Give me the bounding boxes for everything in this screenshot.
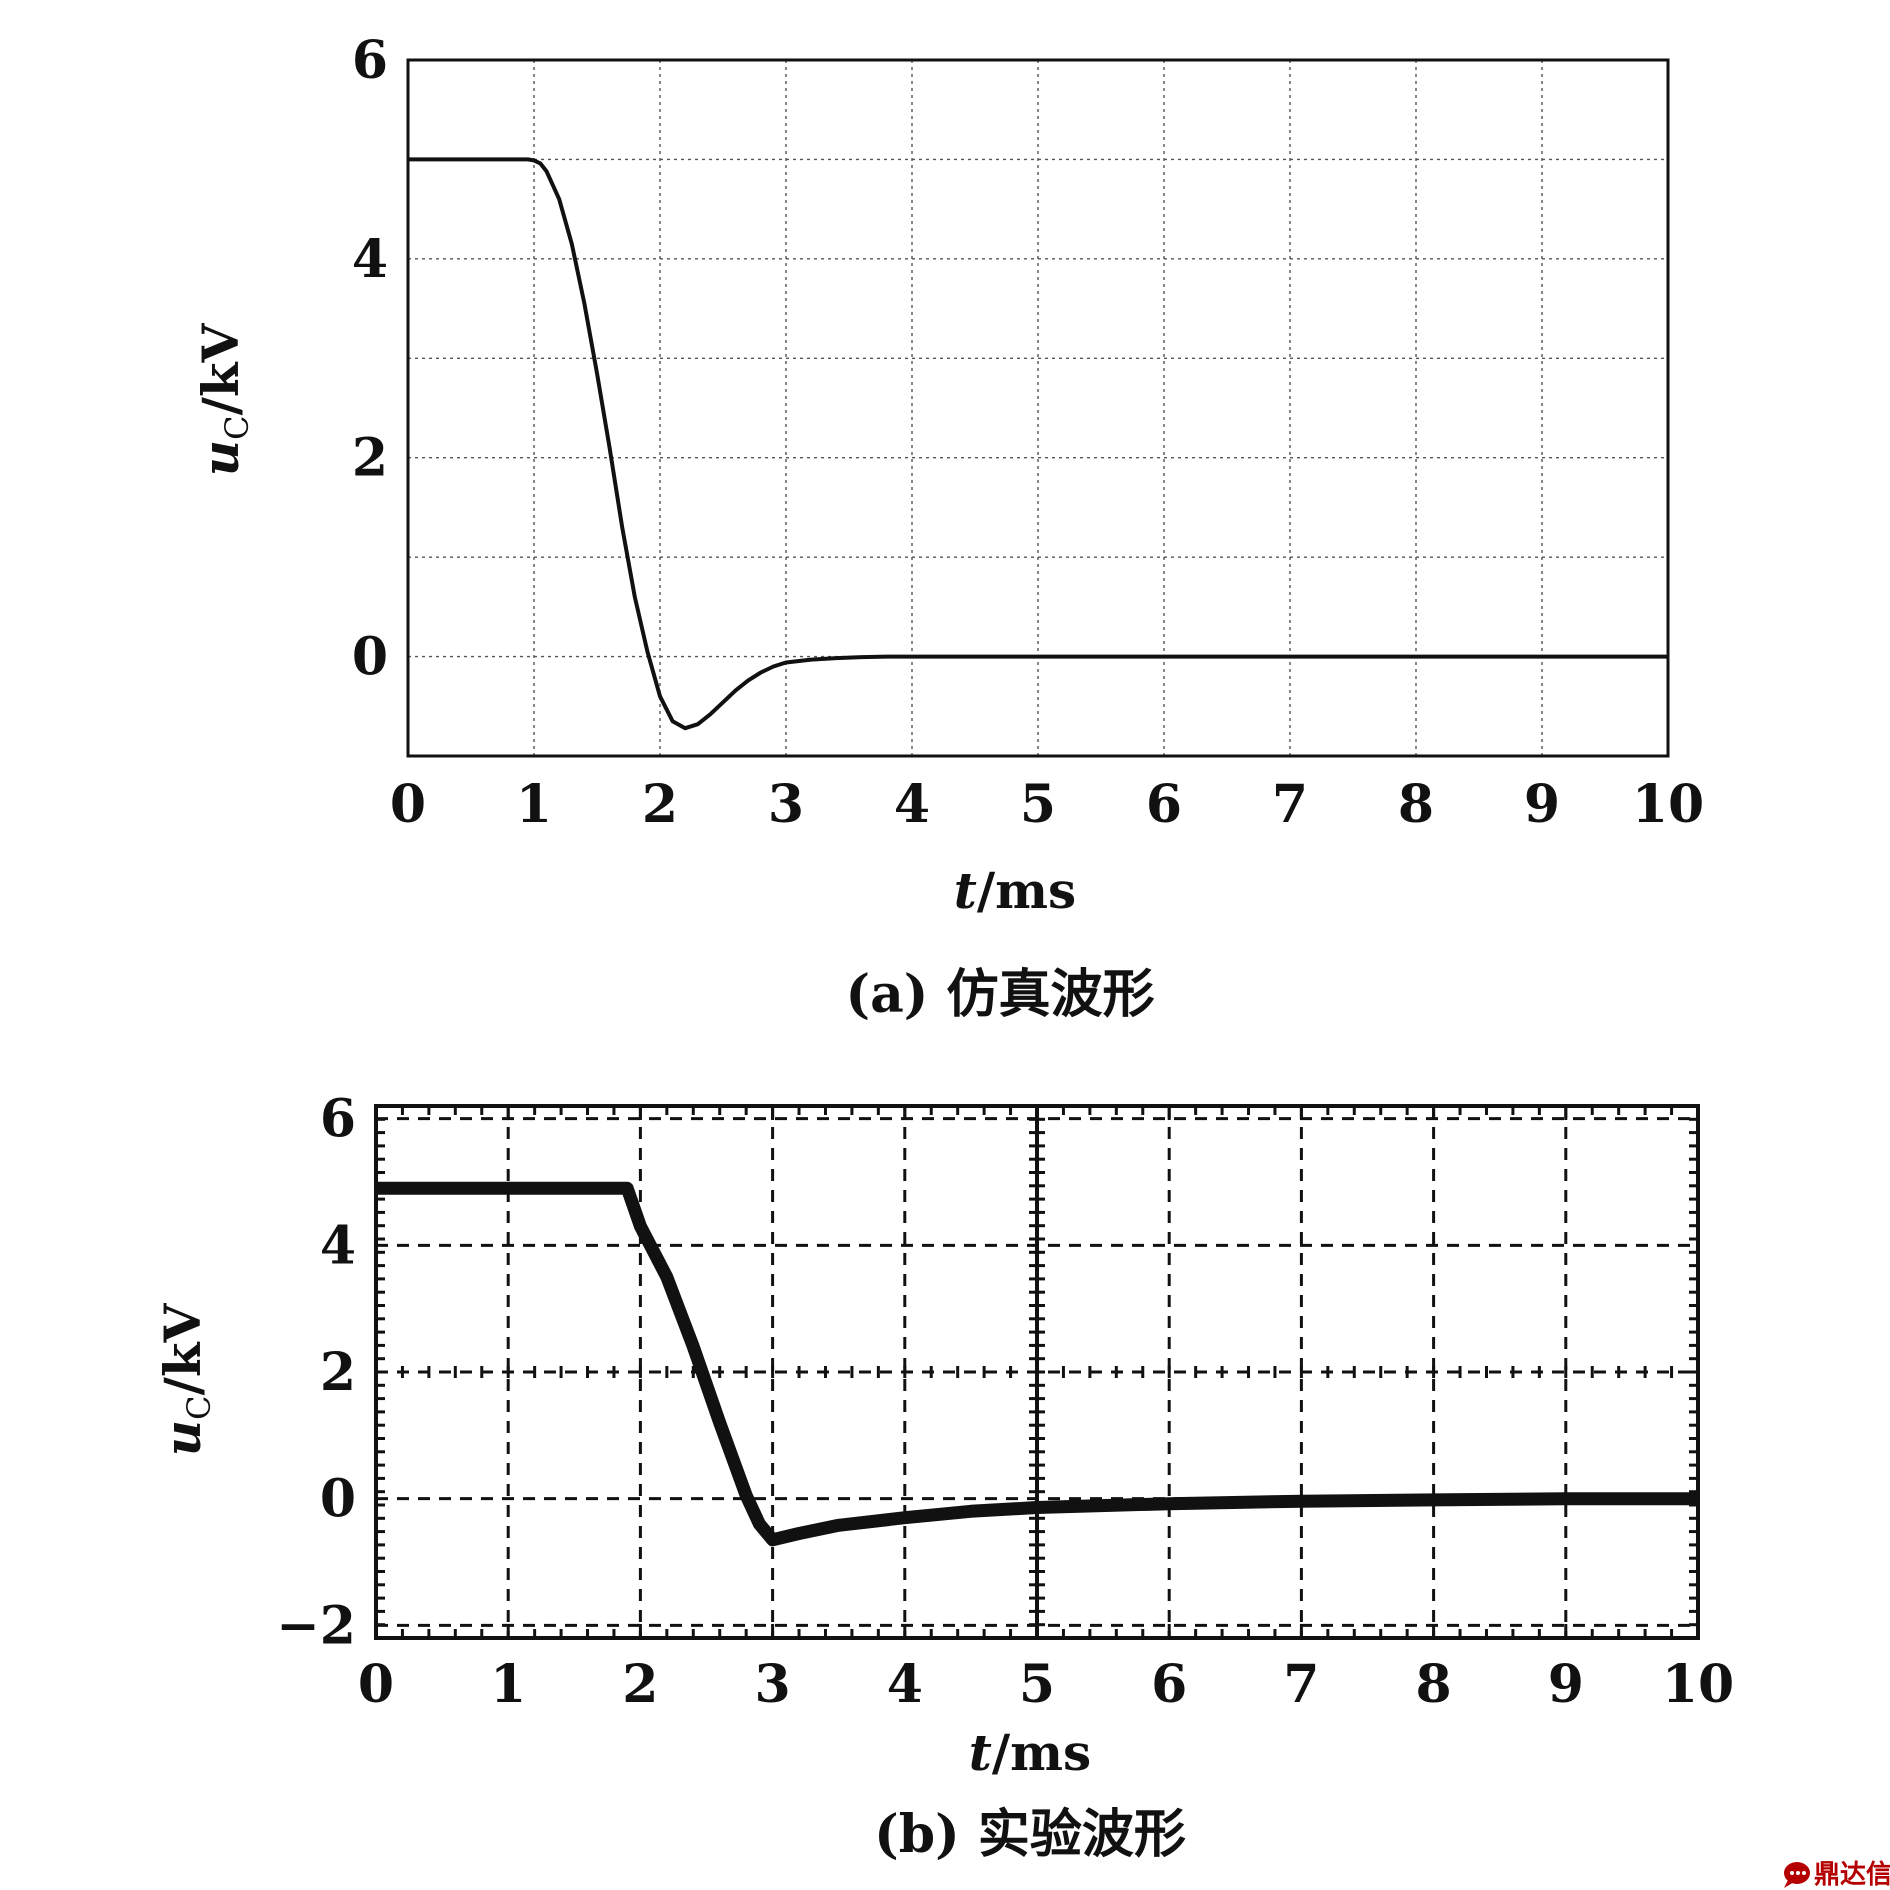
chart-b-x-tick-label-3: 3 xyxy=(755,1654,791,1715)
chart-a-y-axis-title: uC/kV xyxy=(191,323,256,477)
chart-a-x-axis-title: t/ms xyxy=(954,861,1076,920)
chart-b-xlabel-var: t xyxy=(969,1723,992,1782)
chart-a-x-tick-label-1: 1 xyxy=(516,774,552,835)
chart-a-ylabel-var: u xyxy=(191,440,250,476)
speech-bubble-logo-icon xyxy=(1784,1862,1810,1888)
chart-a-ylabel-sub: C xyxy=(218,415,256,439)
chart-b-ylabel-var: u xyxy=(153,1420,212,1456)
chart-b-y-tick-label-0: −2 xyxy=(276,1595,356,1656)
chart-a-simulation: 0 1 2 3 4 5 6 7 8 9 10 0 2 4 6 uC/kV t/ms (a) 仿真波形 xyxy=(191,30,1704,1025)
chart-b-caption: (b) 实验波形 xyxy=(874,1804,1186,1865)
chart-b-y-tick-label-2: 2 xyxy=(320,1342,356,1403)
chart-b-plot-frame xyxy=(374,1104,1700,1640)
chart-b-ylabel-unit: /kV xyxy=(153,1303,212,1396)
chart-a-y-tick-labels: 0 2 4 6 xyxy=(352,30,388,688)
chart-b-x-tick-label-6: 6 xyxy=(1151,1654,1187,1715)
chart-b-x-tick-label-4: 4 xyxy=(887,1654,923,1715)
chart-a-xlabel-unit: /ms xyxy=(977,861,1076,920)
chart-b-series-line xyxy=(376,1181,1698,1547)
chart-b-y-axis-title: uC/kV xyxy=(153,1303,218,1457)
chart-b-y-tick-label-4: 6 xyxy=(320,1089,356,1150)
chart-a-y-tick-label-0: 0 xyxy=(352,627,388,688)
chart-a-grid xyxy=(408,60,1668,756)
chart-b-x-tick-label-9: 9 xyxy=(1548,1654,1584,1715)
chart-a-series-line xyxy=(408,157,1668,731)
chart-a-x-tick-label-5: 5 xyxy=(1020,774,1056,835)
chart-a-x-tick-label-2: 2 xyxy=(642,774,678,835)
chart-a-x-tick-labels: 0 1 2 3 4 5 6 7 8 9 10 xyxy=(390,774,1704,835)
chart-b-x-tick-label-1: 1 xyxy=(490,1654,526,1715)
chart-b-y-tick-labels: −2 0 2 4 6 xyxy=(276,1089,356,1657)
chart-b-y-tick-label-1: 0 xyxy=(320,1469,356,1530)
chart-a-caption: (a) 仿真波形 xyxy=(845,964,1154,1025)
chart-a-x-tick-label-10: 10 xyxy=(1632,774,1704,835)
chart-b-x-tick-label-2: 2 xyxy=(622,1654,658,1715)
chart-b-x-tick-label-0: 0 xyxy=(358,1654,394,1715)
chart-a-plot-frame xyxy=(406,58,1670,758)
watermark-text: 鼎达信 xyxy=(1814,1860,1890,1890)
chart-b-ylabel-sub: C xyxy=(180,1395,218,1419)
chart-a-y-tick-label-2: 4 xyxy=(352,229,388,290)
chart-b-x-tick-label-7: 7 xyxy=(1283,1654,1319,1715)
chart-a-y-tick-label-3: 6 xyxy=(352,30,388,91)
chart-b-x-axis-title: t/ms xyxy=(969,1723,1091,1782)
chart-a-x-tick-label-4: 4 xyxy=(894,774,930,835)
chart-a-x-tick-label-3: 3 xyxy=(768,774,804,835)
chart-a-x-tick-label-6: 6 xyxy=(1146,774,1182,835)
watermark: 鼎达信 xyxy=(1784,1860,1890,1890)
chart-a-xlabel-var: t xyxy=(954,861,977,920)
chart-a-x-tick-label-8: 8 xyxy=(1398,774,1434,835)
chart-a-ylabel-unit: /kV xyxy=(191,323,250,416)
chart-a-x-tick-label-9: 9 xyxy=(1524,774,1560,835)
chart-b-x-tick-labels: 0 1 2 3 4 5 6 7 8 9 10 xyxy=(358,1654,1734,1715)
chart-b-y-tick-label-3: 4 xyxy=(320,1215,356,1276)
chart-b-x-tick-label-5: 5 xyxy=(1019,1654,1055,1715)
chart-a-x-tick-label-7: 7 xyxy=(1272,774,1308,835)
chart-b-x-tick-label-10: 10 xyxy=(1662,1654,1734,1715)
chart-a-x-tick-label-0: 0 xyxy=(390,774,426,835)
chart-a-y-tick-label-1: 2 xyxy=(352,428,388,489)
chart-b-x-tick-label-8: 8 xyxy=(1416,1654,1452,1715)
chart-b-xlabel-unit: /ms xyxy=(992,1723,1091,1782)
